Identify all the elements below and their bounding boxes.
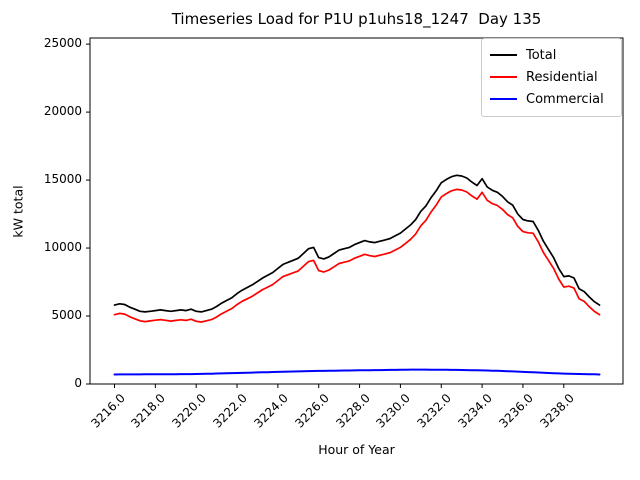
y-tick-label: 0 [74,376,82,390]
legend-item-commercial: Commercial [490,88,613,110]
y-tick-label: 20000 [43,104,82,119]
series-line-total [113,174,601,313]
legend-line-sample [490,76,517,78]
legend-label: Commercial [526,91,604,107]
y-tick-label: 10000 [43,240,82,255]
y-tick-label: 25000 [43,36,82,51]
y-axis-label: kW total [10,185,26,238]
legend-line-sample [490,98,517,100]
axes-spines [89,37,624,385]
y-tick-label: 5000 [51,308,82,323]
legend-label: Residential [526,69,598,85]
legend: Total Residential Commercial [481,38,622,117]
legend-item-residential: Residential [490,66,613,88]
series-line-commercial [113,368,601,376]
series-line-residential [113,188,601,323]
chart-title: Timeseries Load for P1U p1uhs18_1247 Day… [171,10,542,28]
x-axis-label: Hour of Year [318,442,395,457]
legend-label: Total [526,47,557,63]
y-tick-label: 15000 [43,172,82,187]
legend-line-sample [490,54,517,56]
legend-item-total: Total [490,44,613,66]
